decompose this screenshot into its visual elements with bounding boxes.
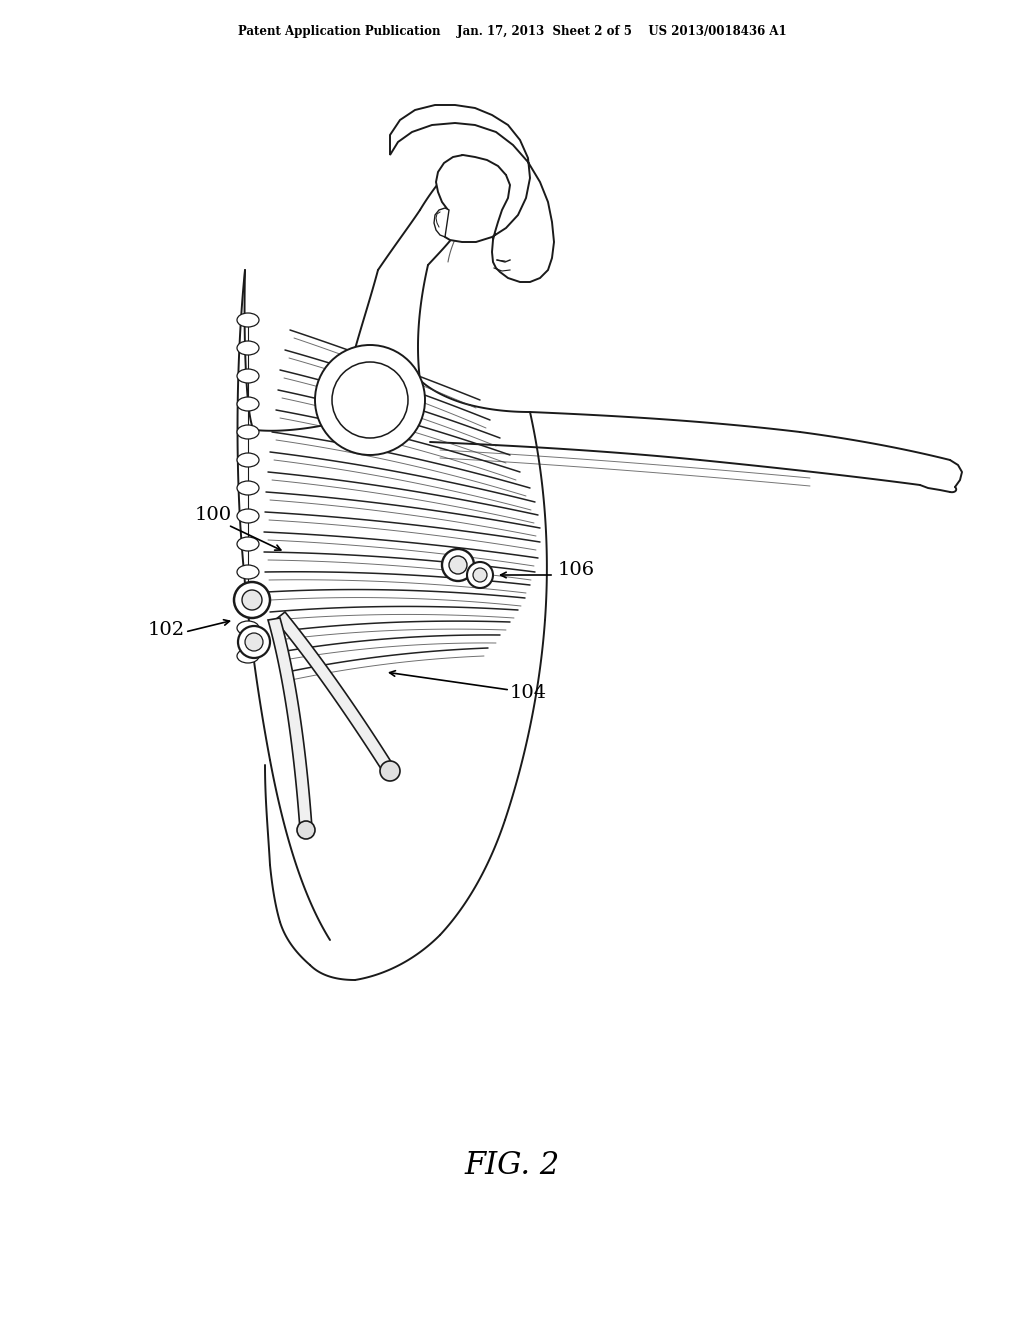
Circle shape [234, 582, 270, 618]
Ellipse shape [237, 341, 259, 355]
Circle shape [442, 549, 474, 581]
Ellipse shape [237, 480, 259, 495]
Circle shape [332, 362, 408, 438]
Circle shape [449, 556, 467, 574]
Circle shape [315, 345, 425, 455]
Polygon shape [434, 209, 449, 238]
Circle shape [380, 762, 400, 781]
Ellipse shape [237, 453, 259, 467]
Ellipse shape [237, 313, 259, 327]
Ellipse shape [237, 425, 259, 440]
Text: Patent Application Publication    Jan. 17, 2013  Sheet 2 of 5    US 2013/0018436: Patent Application Publication Jan. 17, … [238, 25, 786, 38]
Polygon shape [268, 618, 312, 830]
Circle shape [467, 562, 493, 587]
Ellipse shape [237, 397, 259, 411]
Ellipse shape [237, 593, 259, 607]
Ellipse shape [237, 370, 259, 383]
Ellipse shape [237, 620, 259, 635]
Circle shape [473, 568, 487, 582]
Circle shape [297, 821, 315, 840]
Circle shape [242, 590, 262, 610]
Polygon shape [275, 612, 395, 775]
Text: FIG. 2: FIG. 2 [464, 1150, 560, 1180]
Circle shape [238, 626, 270, 657]
Ellipse shape [237, 565, 259, 579]
Text: 100: 100 [195, 506, 232, 524]
Text: 102: 102 [148, 620, 185, 639]
Ellipse shape [237, 537, 259, 550]
Polygon shape [390, 106, 554, 282]
Text: 106: 106 [558, 561, 595, 579]
Text: 104: 104 [510, 684, 547, 702]
Ellipse shape [237, 649, 259, 663]
Circle shape [245, 634, 263, 651]
Ellipse shape [237, 510, 259, 523]
